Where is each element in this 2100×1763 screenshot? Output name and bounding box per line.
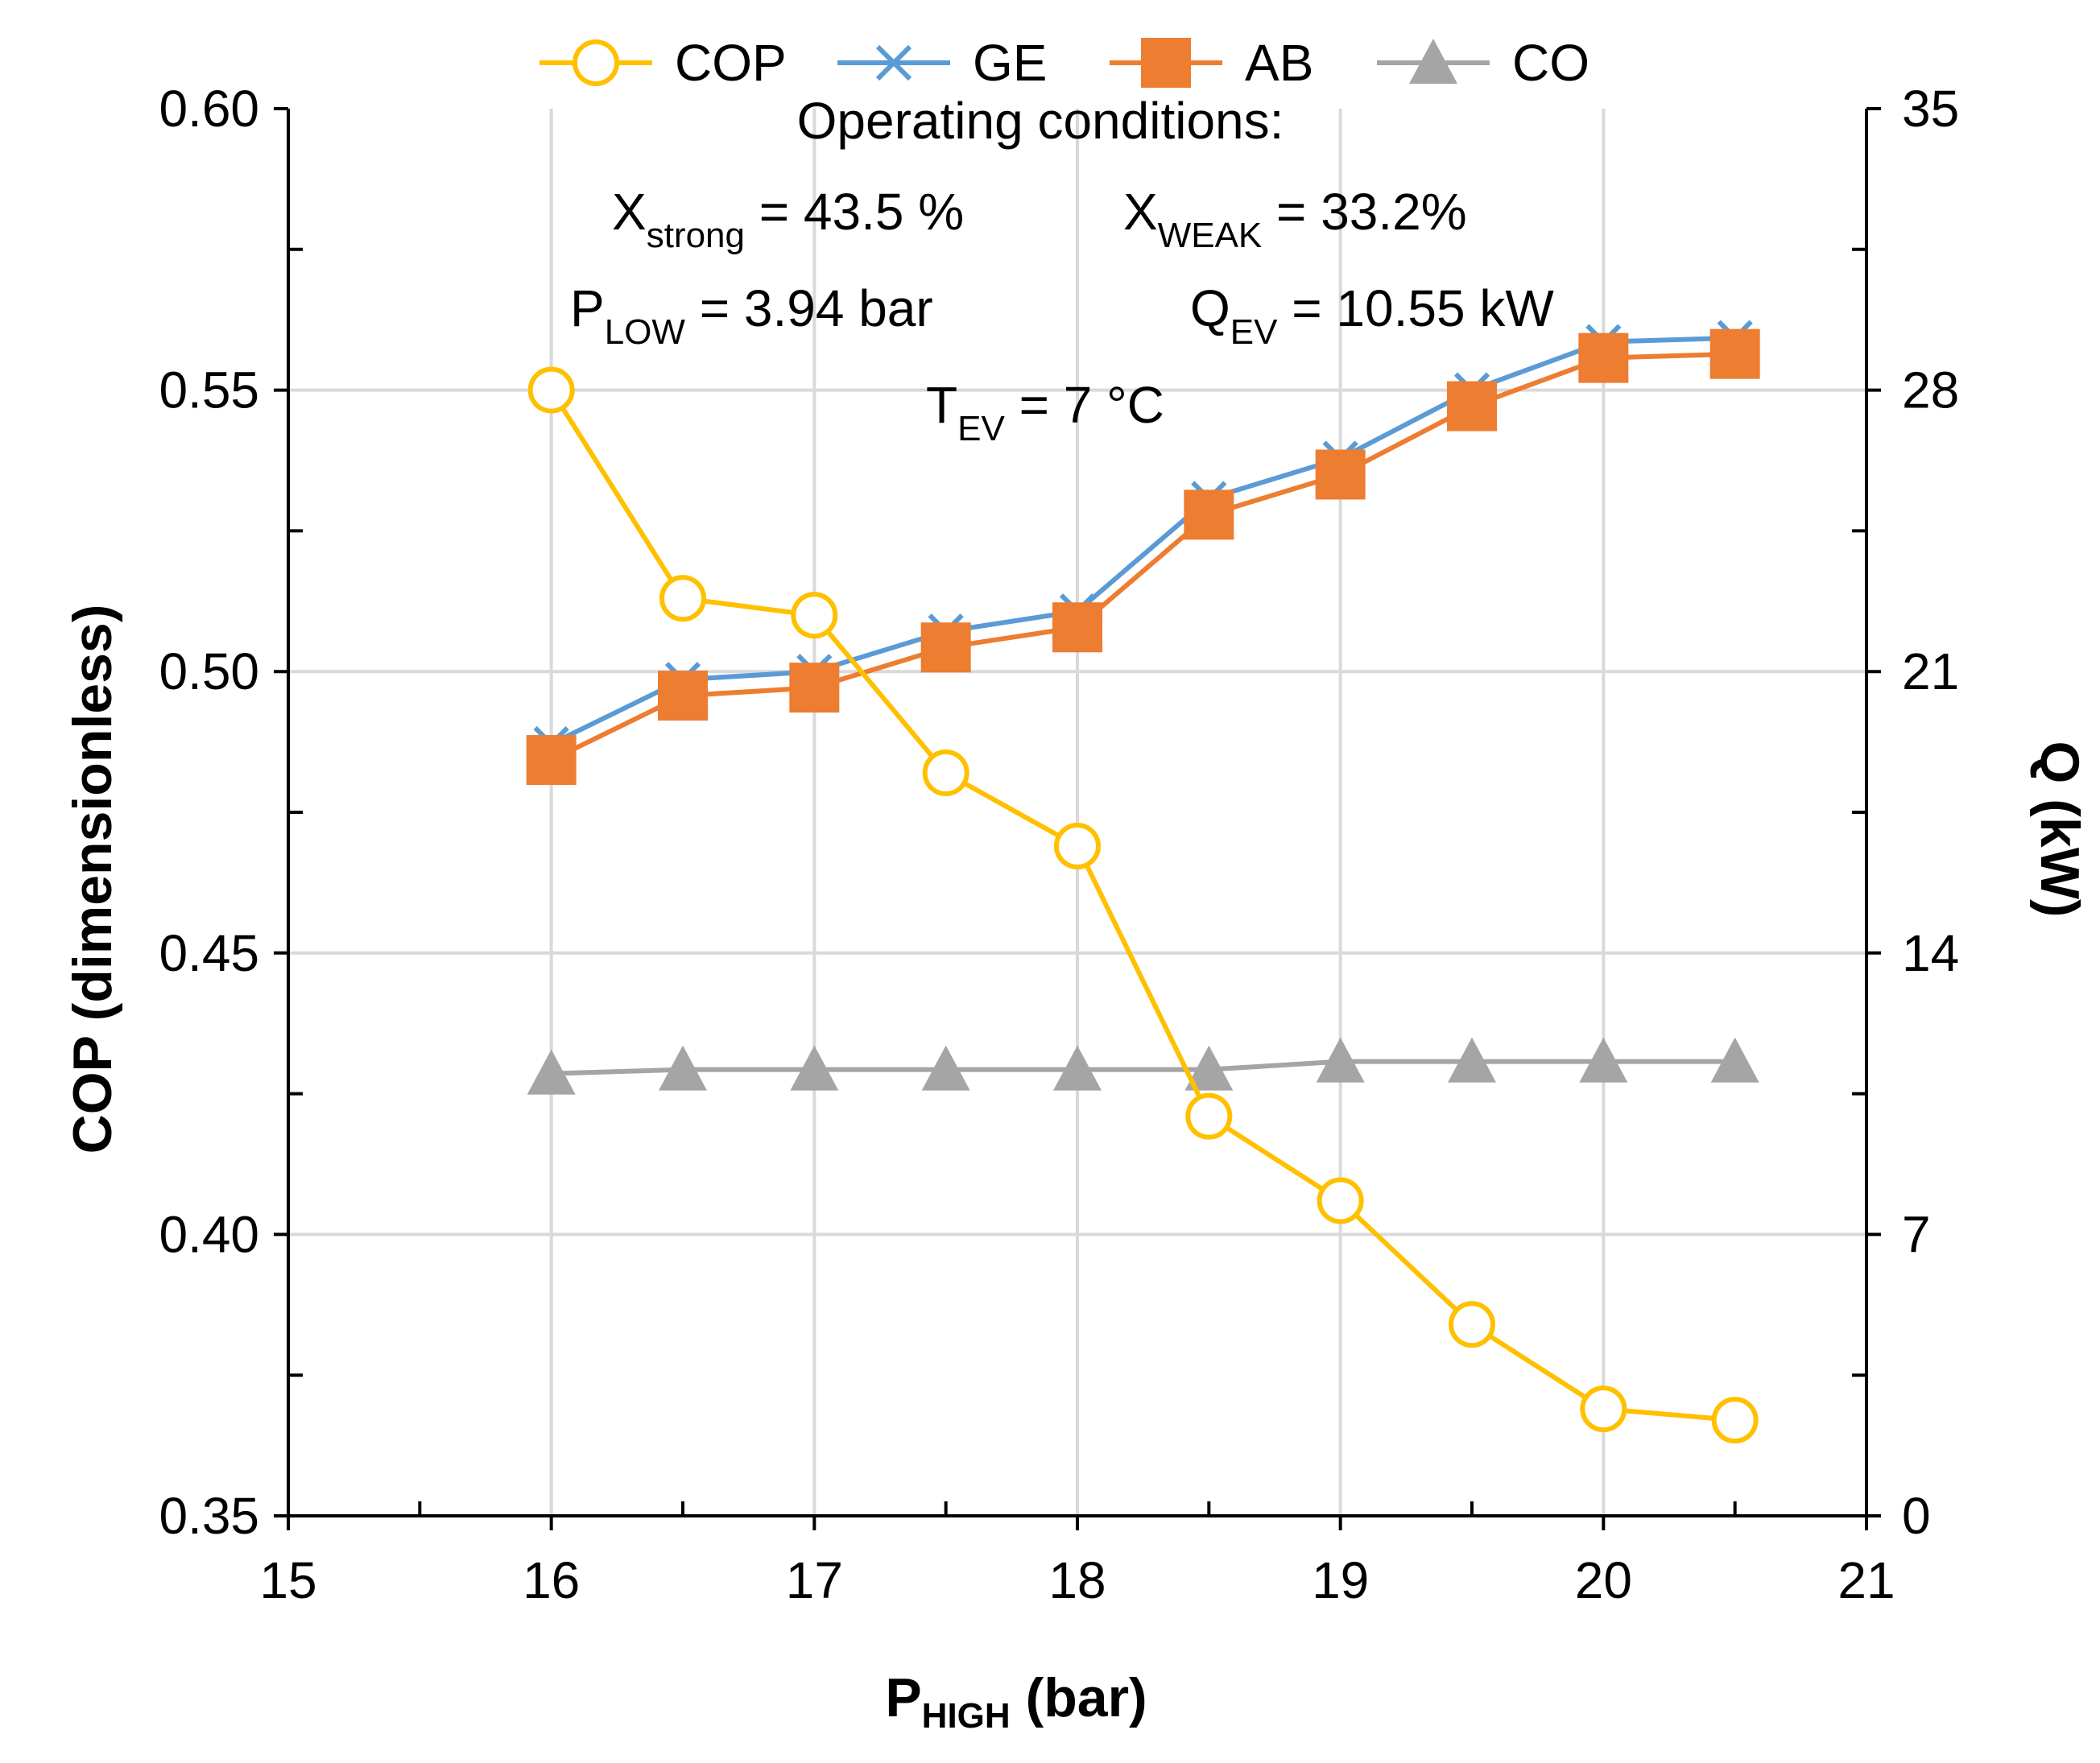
- legend-label-cop: COP: [675, 34, 787, 92]
- data-point-cop: [1185, 1092, 1233, 1140]
- data-point-ab: [1447, 381, 1497, 431]
- y-left-tick-label: 0.60: [159, 80, 259, 138]
- data-point-ab: [1052, 602, 1102, 653]
- series-line-ab: [550, 351, 1735, 762]
- data-point-ab: [1315, 449, 1366, 500]
- y-right-tick-label: 28: [1902, 361, 1959, 419]
- gridlines: [288, 109, 1866, 1516]
- data-point-ab: [920, 622, 971, 673]
- series-line-cop: [549, 388, 1735, 1423]
- data-point-co: [790, 1045, 839, 1091]
- x-axis-title: PHIGH (bar): [885, 1667, 1147, 1736]
- x-tick-label: 17: [786, 1551, 843, 1609]
- x-tick-label: 21: [1838, 1551, 1895, 1609]
- x-tick-label: 19: [1312, 1551, 1369, 1609]
- data-point-ab: [658, 671, 708, 721]
- data-point-co: [1710, 1037, 1759, 1083]
- data-point-co: [659, 1045, 707, 1091]
- data-point-cop: [1580, 1385, 1627, 1433]
- data-point-co: [921, 1045, 970, 1091]
- y-right-tick-label: 7: [1902, 1205, 1931, 1263]
- legend-item-ge: GE: [837, 34, 1047, 92]
- data-point-cop: [1317, 1177, 1364, 1224]
- y-axis-right-title: Q (kW): [2029, 741, 2090, 917]
- legend-item-ab: AB: [1110, 34, 1313, 92]
- y-right-tick-label: 0: [1902, 1487, 1931, 1545]
- operating-conditions: Operating conditions: Xstrong = 43.5 % X…: [570, 92, 1554, 448]
- y-right-tick-label: 14: [1902, 924, 1959, 982]
- annotation-x-weak: XWEAK = 33.2%: [1123, 183, 1467, 255]
- data-point-cop: [922, 749, 969, 797]
- y-left-tick-label: 0.45: [159, 924, 259, 982]
- x-tick-label: 16: [523, 1551, 580, 1609]
- legend-marker-ab: [1141, 38, 1191, 88]
- data-point-co: [1448, 1037, 1496, 1083]
- series-co: [527, 1037, 1759, 1095]
- series-line-ge: [550, 335, 1735, 746]
- data-point-ab: [1578, 332, 1629, 383]
- legend-marker-ge: [875, 44, 912, 81]
- tick-labels: 15 16 17 18 19 20 21 0.35 0.40 0.45 0.50 0.55 0.60 0 7…: [159, 80, 1959, 1609]
- data-point-co: [1316, 1037, 1365, 1083]
- axes: [274, 107, 1881, 1530]
- data-point-ab: [1709, 328, 1760, 379]
- y-left-tick-label: 0.50: [159, 642, 259, 700]
- y-right-tick-label: 35: [1902, 80, 1959, 138]
- legend-item-co: CO: [1377, 34, 1589, 92]
- data-point-co: [1579, 1037, 1628, 1083]
- legend: COP GE AB CO: [539, 34, 1589, 92]
- series-line-co: [551, 1059, 1735, 1076]
- y-left-tick-label: 0.55: [159, 361, 259, 419]
- x-tick-label: 18: [1048, 1551, 1106, 1609]
- y-left-tick-label: 0.35: [159, 1487, 259, 1545]
- data-point-cop: [527, 366, 575, 414]
- series-layer: [526, 320, 1760, 1444]
- annotation-t-ev: TEV = 7 °C: [926, 376, 1164, 448]
- data-point-co: [1184, 1045, 1234, 1091]
- data-point-cop: [791, 592, 838, 639]
- y-right-tick-label: 21: [1902, 642, 1959, 700]
- x-tick-label: 15: [259, 1551, 316, 1609]
- data-point-cop: [1711, 1397, 1759, 1444]
- data-point-co: [1053, 1045, 1102, 1091]
- annotation-x-strong: Xstrong = 43.5 %: [612, 183, 964, 255]
- legend-marker-cop: [573, 39, 619, 86]
- annotation-p-low: PLOW = 3.94 bar: [570, 279, 933, 352]
- legend-label-co: CO: [1512, 34, 1589, 92]
- series-ab: [526, 328, 1760, 786]
- annotation-title: Operating conditions:: [797, 92, 1284, 150]
- data-point-ab: [1184, 489, 1234, 540]
- series-cop: [527, 366, 1759, 1444]
- data-point-cop: [659, 575, 706, 622]
- data-point-ab: [526, 735, 577, 786]
- data-point-ab: [789, 663, 840, 713]
- y-left-tick-label: 0.40: [159, 1205, 259, 1263]
- x-tick-label: 20: [1575, 1551, 1632, 1609]
- legend-label-ge: GE: [973, 34, 1047, 92]
- legend-item-cop: COP: [539, 34, 787, 92]
- legend-label-ab: AB: [1245, 34, 1313, 92]
- annotation-q-ev: QEV = 10.55 kW: [1190, 279, 1554, 352]
- data-point-cop: [1054, 822, 1101, 869]
- data-point-cop: [1449, 1301, 1495, 1348]
- y-axis-left-title: COP (dimensionless): [62, 605, 123, 1154]
- legend-marker-co: [1409, 39, 1457, 84]
- data-point-co: [527, 1049, 576, 1095]
